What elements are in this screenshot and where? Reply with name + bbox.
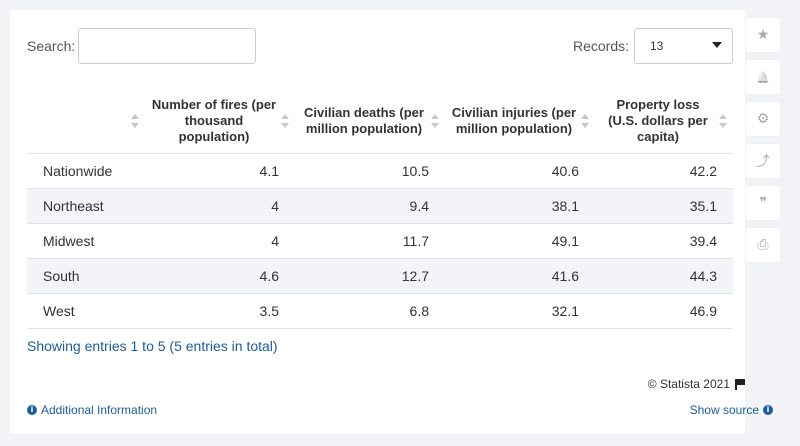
- column-header-label: Civilian injuries (per million populatio…: [451, 105, 577, 137]
- gear-icon: ⚙: [756, 111, 770, 127]
- additional-information-label: Additional Information: [41, 403, 158, 417]
- settings-button[interactable]: ⚙: [746, 102, 780, 136]
- cell-fires: 3.5: [145, 293, 295, 329]
- table-row: Northeast 4 9.4 38.1 35.1: [27, 188, 733, 224]
- cite-button[interactable]: ❞: [746, 186, 780, 220]
- table-header-row: Number of fires (per thousand population…: [27, 90, 733, 154]
- cell-region: Northeast: [27, 188, 145, 224]
- action-sidebar: ★ 🔔 ⚙ ⤴ ❞ ⎙: [746, 18, 780, 270]
- cell-injuries: 41.6: [445, 258, 595, 294]
- column-header-deaths[interactable]: Civilian deaths (per million population): [295, 90, 445, 154]
- quote-icon: ❞: [759, 195, 767, 211]
- entries-summary: Showing entries 1 to 5 (5 entries in tot…: [27, 338, 278, 354]
- cell-injuries: 40.6: [445, 153, 595, 189]
- favorite-button[interactable]: ★: [746, 18, 780, 52]
- show-source-link[interactable]: Show source i: [690, 403, 773, 417]
- print-icon: ⎙: [757, 237, 769, 253]
- bell-icon: 🔔: [756, 70, 770, 84]
- cell-fires: 4.6: [145, 258, 295, 294]
- notification-button[interactable]: 🔔: [746, 60, 780, 94]
- copyright-text: © Statista 2021: [647, 377, 730, 391]
- cell-deaths: 10.5: [295, 153, 445, 189]
- table-row: South 4.6 12.7 41.6 44.3: [27, 258, 733, 294]
- caret-down-icon: [712, 42, 722, 48]
- cell-loss: 44.3: [595, 258, 733, 294]
- show-source-label: Show source: [689, 403, 759, 417]
- cell-region: Midwest: [27, 223, 145, 259]
- column-header-label: Civilian deaths (per million population): [304, 105, 424, 137]
- cell-injuries: 32.1: [445, 293, 595, 329]
- additional-information-link[interactable]: i Additional Information: [27, 403, 157, 417]
- cell-deaths: 6.8: [295, 293, 445, 329]
- cell-loss: 46.9: [595, 293, 733, 329]
- column-header-loss[interactable]: Property loss (U.S. dollars per capita): [595, 90, 733, 154]
- share-icon: ⤴: [756, 154, 770, 170]
- table-row: Nationwide 4.1 10.5 40.6 42.2: [27, 153, 733, 189]
- column-header-label: Property loss (U.S. dollars per capita): [608, 97, 708, 145]
- cell-loss: 35.1: [595, 188, 733, 224]
- cell-fires: 4: [145, 223, 295, 259]
- records-label: Records:: [573, 38, 630, 54]
- info-icon: i: [763, 405, 773, 415]
- records-select[interactable]: 13: [634, 28, 733, 64]
- star-icon: ★: [756, 27, 770, 43]
- cell-loss: 42.2: [595, 153, 733, 189]
- search-label: Search:: [27, 38, 76, 54]
- column-header-region[interactable]: [27, 90, 145, 154]
- sort-icon: [431, 114, 439, 129]
- records-value: 13: [650, 39, 664, 53]
- cell-fires: 4: [145, 188, 295, 224]
- info-icon: i: [27, 405, 37, 415]
- cell-injuries: 38.1: [445, 188, 595, 224]
- cell-injuries: 49.1: [445, 223, 595, 259]
- sort-icon: [581, 114, 589, 129]
- cell-deaths: 9.4: [295, 188, 445, 224]
- sort-icon: [719, 114, 727, 129]
- statistic-card: Search: Records: 13 Number of fires (per…: [10, 10, 773, 434]
- share-button[interactable]: ⤴: [746, 144, 780, 178]
- search-input[interactable]: [78, 28, 256, 64]
- cell-fires: 4.1: [145, 153, 295, 189]
- cell-region: Nationwide: [27, 153, 145, 189]
- data-table: Number of fires (per thousand population…: [27, 90, 733, 329]
- print-button[interactable]: ⎙: [746, 228, 780, 262]
- column-header-injuries[interactable]: Civilian injuries (per million populatio…: [445, 90, 595, 154]
- table-row: West 3.5 6.8 32.1 46.9: [27, 293, 733, 329]
- sort-icon: [131, 114, 139, 129]
- column-header-label: Number of fires (per thousand population…: [151, 97, 277, 145]
- sort-icon: [281, 114, 289, 129]
- column-header-fires[interactable]: Number of fires (per thousand population…: [145, 90, 295, 154]
- table-row: Midwest 4 11.7 49.1 39.4: [27, 223, 733, 259]
- copyright[interactable]: © Statista 2021: [648, 377, 745, 391]
- cell-deaths: 11.7: [295, 223, 445, 259]
- cell-region: South: [27, 258, 145, 294]
- flag-icon[interactable]: [735, 378, 745, 390]
- cell-region: West: [27, 293, 145, 329]
- cell-loss: 39.4: [595, 223, 733, 259]
- cell-deaths: 12.7: [295, 258, 445, 294]
